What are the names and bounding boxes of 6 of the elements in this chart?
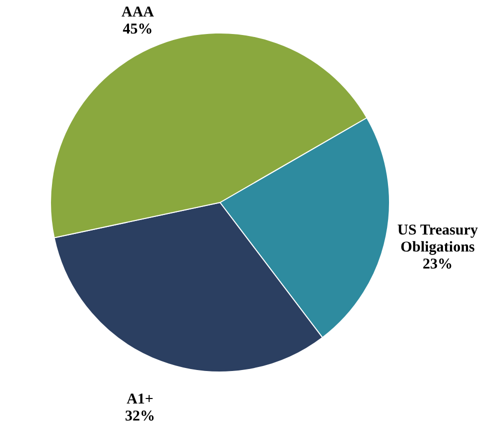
slice-label: A1+ <box>126 391 154 408</box>
slice-label: US Treasury Obligations <box>397 222 478 256</box>
data-label: 45% <box>122 21 153 38</box>
data-label: 23% <box>422 256 453 273</box>
slice-label: AAA <box>122 4 154 20</box>
data-label: 32% <box>125 408 156 424</box>
